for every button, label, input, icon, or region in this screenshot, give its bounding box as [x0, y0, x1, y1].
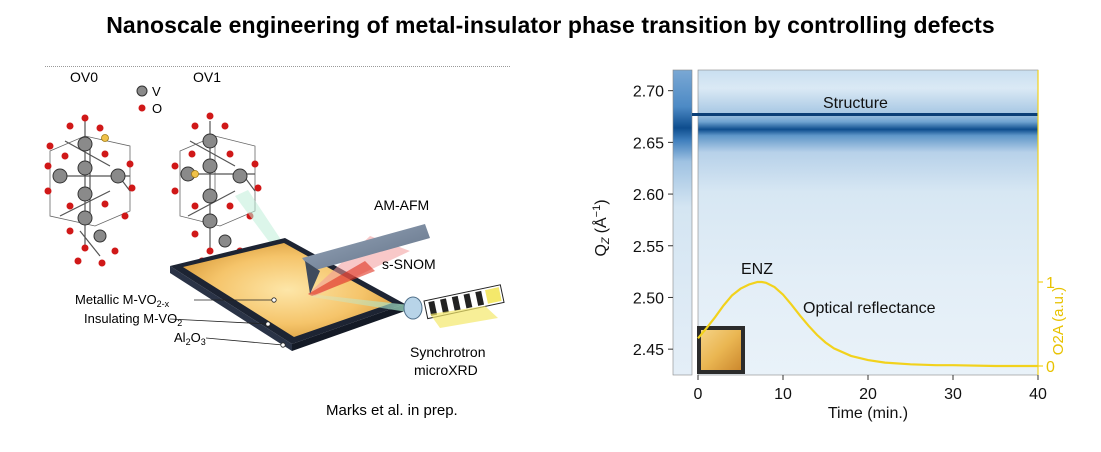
crystal-structure-ov1	[171, 112, 262, 267]
y-tick-label: 2.60	[633, 187, 664, 204]
afm-label: AM-AFM	[374, 197, 429, 213]
x-tick-label: 10	[774, 386, 792, 403]
slide-title: Nanoscale engineering of metal-insulator…	[106, 12, 995, 38]
afm-cantilever	[302, 224, 430, 294]
x-tick-label: 0	[694, 386, 703, 403]
structure-annotation: Structure	[823, 95, 888, 112]
xrd-heatmap-chart: 2.702.652.602.552.502.45 0 10 20 30 40 01 St…	[591, 69, 1067, 422]
y-tick-label: 2.65	[633, 135, 664, 152]
atom-legend: V O	[136, 84, 162, 116]
x-axis-label: Time (min.)	[828, 405, 908, 422]
divider-line	[45, 66, 510, 67]
legend-label-o: O	[152, 101, 162, 116]
xrd-beam	[310, 294, 420, 314]
crystal-structure-ov0	[44, 114, 136, 267]
xrd-detector	[403, 284, 505, 328]
snom-label: s-SNOM	[382, 256, 436, 272]
metallic-layer-label: Metallic M-VO2-x	[75, 292, 170, 309]
legend-label-v: V	[152, 84, 161, 99]
figure-caption: Marks et al. in prep.	[326, 402, 458, 419]
xrd-label-line1: Synchrotron	[410, 344, 485, 360]
x-tick-label: 30	[944, 386, 962, 403]
structure-label-ov0: OV0	[70, 69, 98, 85]
layer-labels: Metallic M-VO2-x Insulating M-VO2 Al2O3	[75, 292, 286, 348]
x-tick-label: 20	[859, 386, 877, 403]
y2-axis-ticks: 01	[1038, 275, 1055, 376]
y2-tick-label: 1	[1046, 275, 1055, 292]
y2-tick-label: 0	[1046, 359, 1055, 376]
heatmap-strip	[672, 69, 693, 376]
y-tick-label: 2.45	[633, 342, 664, 359]
x-axis-ticks: 0 10 20 30 40	[694, 375, 1047, 403]
heatmap-main	[697, 69, 1039, 376]
optical-annotation: Optical reflectance	[803, 300, 936, 317]
sample-stack	[170, 238, 405, 351]
structure-label-ov1: OV1	[193, 69, 221, 85]
inset-film-image	[697, 326, 745, 374]
y-axis-label: QZ(Å−1)	[591, 199, 612, 256]
enz-annotation: ENZ	[741, 261, 773, 278]
insulating-layer-label: Insulating M-VO2	[84, 311, 182, 328]
y-tick-label: 2.55	[633, 239, 664, 256]
vanadium-atom-icon	[136, 85, 148, 97]
xrd-label-line2: microXRD	[414, 362, 478, 378]
y-tick-label: 2.50	[633, 290, 664, 307]
optical-reflectance-curve	[697, 280, 1038, 368]
y-axis-ticks: 2.70 2.65 2.60 2.55 2.50 2.45	[633, 84, 673, 359]
y2-axis-label: O2A (a.u.)	[1050, 287, 1067, 355]
substrate-label: Al2O3	[174, 330, 206, 347]
experiment-schematic: OV0 OV1 V O	[44, 69, 505, 378]
y-tick-label: 2.70	[633, 84, 664, 101]
x-tick-label: 40	[1029, 386, 1047, 403]
oxygen-atom-icon	[138, 104, 146, 112]
